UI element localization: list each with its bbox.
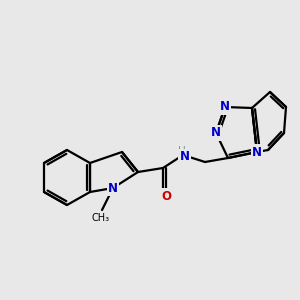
Text: N: N xyxy=(211,127,221,140)
Text: N: N xyxy=(252,146,262,158)
Text: CH₃: CH₃ xyxy=(92,213,110,224)
Text: N: N xyxy=(179,150,190,163)
Text: N: N xyxy=(220,100,230,113)
Text: O: O xyxy=(161,190,171,202)
Text: H: H xyxy=(178,146,185,155)
Text: N: N xyxy=(108,182,118,194)
